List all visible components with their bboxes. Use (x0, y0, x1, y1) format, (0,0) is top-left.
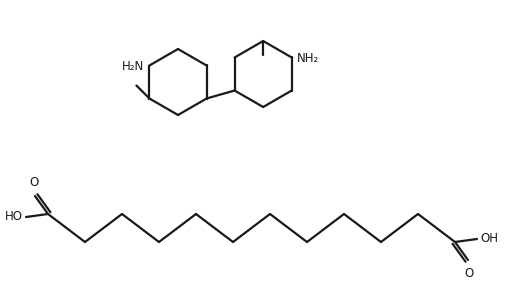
Text: H₂N: H₂N (122, 60, 144, 73)
Text: OH: OH (480, 232, 498, 246)
Text: NH₂: NH₂ (297, 52, 319, 65)
Text: O: O (465, 267, 474, 280)
Text: O: O (30, 176, 38, 189)
Text: HO: HO (5, 210, 23, 224)
